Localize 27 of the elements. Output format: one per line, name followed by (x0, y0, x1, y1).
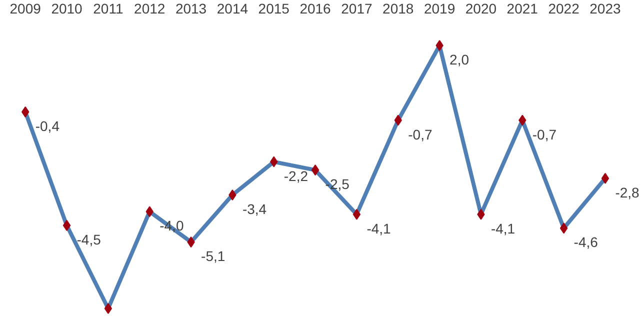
x-tick-label: 2022 (548, 0, 580, 16)
x-tick-label: 2011 (93, 0, 124, 16)
data-label: -4,1 (490, 220, 516, 236)
x-tick-label: 2015 (258, 0, 290, 16)
data-label: -4,5 (76, 231, 102, 248)
data-label: -4,1 (366, 220, 392, 236)
data-label: -2,2 (284, 168, 308, 184)
data-label: -5,1 (201, 248, 226, 264)
x-tick-label: 2016 (300, 0, 332, 16)
data-label: -2,8 (615, 184, 640, 200)
x-tick-label: 2019 (424, 0, 456, 16)
data-label: -3,4 (242, 200, 267, 217)
x-tick-label: 2014 (216, 0, 248, 16)
data-label: -0,4 (35, 118, 60, 134)
data-label: -0,7 (408, 126, 432, 142)
x-tick-label: 2012 (134, 0, 166, 16)
x-tick-label: 2010 (51, 0, 83, 16)
data-label: -0,7 (532, 126, 557, 142)
x-tick-label: 2017 (341, 0, 372, 16)
x-tick-label: 2018 (382, 0, 414, 16)
x-tick-label: 2020 (465, 0, 497, 16)
data-label: 2,0 (450, 52, 470, 68)
data-label: -4,6 (574, 234, 598, 250)
x-tick-label: 2009 (10, 0, 42, 16)
x-tick-label: 2021 (506, 0, 538, 16)
x-tick-label: 2023 (590, 0, 622, 16)
x-tick-label: 2013 (175, 0, 207, 16)
